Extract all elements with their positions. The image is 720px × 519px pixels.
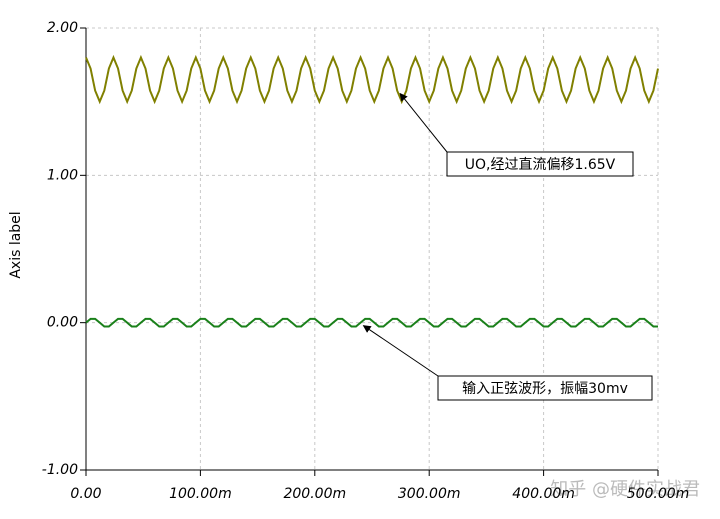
x-tick-label: 300.00m xyxy=(398,486,461,502)
annotation-box xyxy=(437,375,653,401)
y-tick-label: 0.00 xyxy=(47,315,78,331)
y-tick-label: -1.00 xyxy=(42,462,78,478)
annotation-box xyxy=(446,151,634,177)
y-axis-label: Axis label xyxy=(8,211,24,278)
y-tick-label: 2.00 xyxy=(47,20,78,36)
annotation-arrow xyxy=(362,325,439,377)
x-tick-label: 100.00m xyxy=(169,486,232,502)
annotation-arrow xyxy=(399,92,448,153)
x-tick-label: 0.00 xyxy=(70,486,101,502)
x-tick-label: 200.00m xyxy=(283,486,346,502)
series-line xyxy=(85,54,659,105)
x-tick-label: 500.00m xyxy=(627,486,690,502)
annotation-text: UO,经过直流偏移1.65V xyxy=(465,156,616,173)
series-line xyxy=(85,317,658,328)
watermark: 知乎 @硬件实战君 xyxy=(550,479,700,500)
y-tick-label: 1.00 xyxy=(47,167,78,183)
annotation-text: 输入正弦波形，振幅30mv xyxy=(462,381,628,397)
x-tick-label: 400.00m xyxy=(512,486,575,502)
